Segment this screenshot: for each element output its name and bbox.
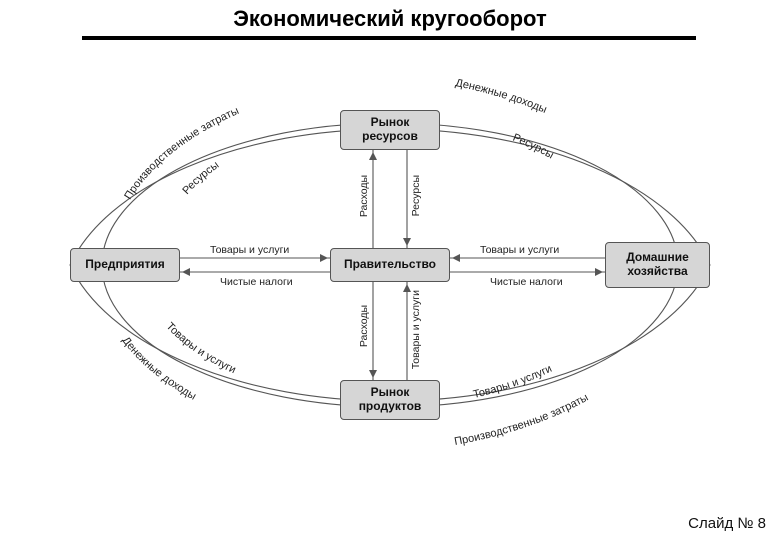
label-v-bottom-right: Товары и услуги — [410, 290, 422, 369]
label-goods-left: Товары и услуги — [210, 244, 289, 256]
label-v-top-left: Расходы — [358, 175, 370, 217]
label-v-bottom-left: Расходы — [358, 305, 370, 347]
node-resources-market: Рынок ресурсов — [340, 110, 440, 150]
curved-inner-br: Товары и услуги — [472, 363, 554, 401]
title-underline — [82, 36, 696, 40]
node-government: Правительство — [330, 248, 450, 282]
label-goods-right: Товары и услуги — [480, 244, 559, 256]
label-taxes-right: Чистые налоги — [490, 276, 563, 288]
slide-title: Экономический кругооборот — [0, 6, 780, 32]
curved-outer-tr: Денежные доходы — [454, 77, 548, 116]
svg-text:Товары и услуги: Товары и услуги — [472, 363, 554, 401]
label-v-top-right: Ресурсы — [410, 175, 422, 216]
diagram-area: Производственные затраты Ресурсы Денежны… — [70, 80, 710, 450]
node-enterprises: Предприятия — [70, 248, 180, 282]
curved-outer-br: Производственные затраты — [453, 392, 590, 448]
slide-number: Слайд № 8 — [688, 515, 766, 532]
svg-text:Производственные затраты: Производственные затраты — [453, 392, 590, 448]
label-taxes-left: Чистые налоги — [220, 276, 293, 288]
node-products-market: Рынок продуктов — [340, 380, 440, 420]
svg-text:Денежные доходы: Денежные доходы — [454, 77, 548, 116]
node-households: Домашние хозяйства — [605, 242, 710, 288]
